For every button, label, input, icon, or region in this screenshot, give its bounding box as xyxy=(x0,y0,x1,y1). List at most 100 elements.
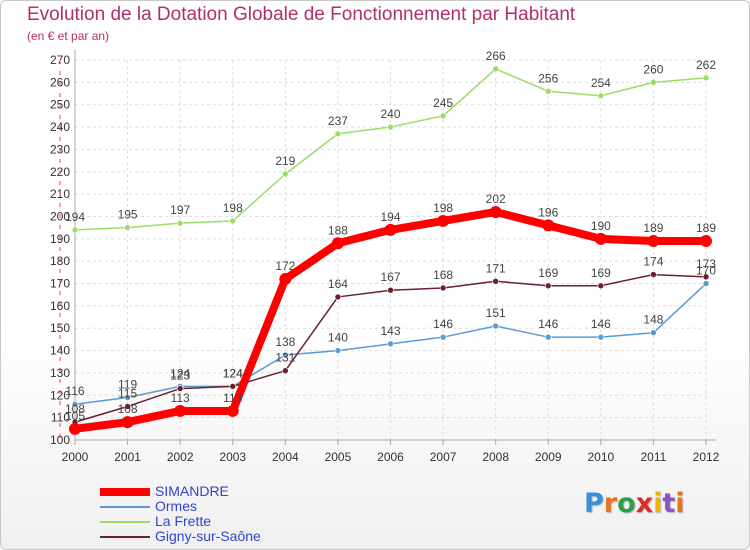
data-point-ormes xyxy=(124,394,131,401)
y-tick-label: 110 xyxy=(51,411,70,425)
legend-item-simandre: SIMANDRE xyxy=(100,483,360,499)
data-point-simandre xyxy=(174,404,187,417)
data-label-gigny-sur-sa-ne: 169 xyxy=(538,266,558,280)
data-label-ormes: 146 xyxy=(538,317,558,331)
data-point-la-frette xyxy=(439,112,447,120)
data-point-gigny-sur-sa-ne xyxy=(334,293,342,301)
data-label-simandre: 113 xyxy=(223,391,242,405)
data-label-ormes: 124 xyxy=(170,366,190,380)
data-label-gigny-sur-sa-ne: 123 xyxy=(170,369,190,383)
data-label-simandre: 198 xyxy=(433,201,453,215)
data-labels: 194 195 197 198 219 237 240 245 266 256 254 260 262 1… xyxy=(65,49,716,423)
data-point-la-frette xyxy=(229,217,237,225)
data-label-la-frette: 237 xyxy=(328,114,348,128)
data-point-la-frette xyxy=(176,219,184,227)
logo-letter: i xyxy=(653,488,663,519)
data-label-la-frette: 195 xyxy=(118,208,138,222)
legend: SIMANDRE Ormes La Frette Gigny-sur-Saône xyxy=(100,483,360,544)
data-point-ormes xyxy=(597,333,605,341)
x-tick-label: 2000 xyxy=(62,450,89,464)
data-label-gigny-sur-sa-ne: 131 xyxy=(275,351,295,365)
data-point-simandre xyxy=(647,235,660,248)
legend-label-simandre: SIMANDRE xyxy=(155,483,229,499)
legend-swatch-gigny-sur-saone xyxy=(100,536,150,538)
data-label-ormes: 124 xyxy=(223,366,243,380)
data-label-gigny-sur-sa-ne: 167 xyxy=(380,270,400,284)
data-point-gigny-sur-sa-ne xyxy=(650,271,657,278)
data-point-simandre xyxy=(489,206,502,218)
data-point-simandre xyxy=(279,273,292,286)
data-point-la-frette xyxy=(282,170,289,178)
data-point-gigny-sur-sa-ne xyxy=(387,286,394,294)
data-label-simandre: 196 xyxy=(538,205,558,219)
legend-swatch-la-frette xyxy=(100,521,150,523)
data-label-gigny-sur-sa-ne: 171 xyxy=(486,261,506,275)
legend-label-gigny-sur-saone: Gigny-sur-Saône xyxy=(155,528,261,544)
data-label-simandre: 189 xyxy=(696,221,716,235)
y-tick-label: 140 xyxy=(50,344,70,358)
data-point-simandre xyxy=(594,232,607,245)
data-label-la-frette: 219 xyxy=(275,154,295,168)
line-chart: 1001101201301401501601701801902002102202… xyxy=(50,49,720,464)
data-label-ormes: 148 xyxy=(643,313,663,327)
data-point-la-frette xyxy=(650,79,657,86)
data-label-la-frette: 240 xyxy=(380,107,400,121)
data-label-la-frette: 194 xyxy=(65,210,85,224)
y-tick-label: 120 xyxy=(50,388,70,402)
logo-letter: t xyxy=(662,488,676,519)
data-label-gigny-sur-sa-ne: 164 xyxy=(328,277,348,291)
data-point-ormes xyxy=(334,347,342,354)
data-label-la-frette: 245 xyxy=(433,96,453,110)
data-label-ormes: 146 xyxy=(433,317,453,331)
data-label-ormes: 138 xyxy=(275,335,295,349)
legend-swatch-ormes xyxy=(100,506,150,508)
data-point-simandre xyxy=(542,219,555,232)
x-tick-label: 2007 xyxy=(430,450,457,464)
x-tick-label: 2005 xyxy=(325,450,352,464)
x-tick-label: 2003 xyxy=(219,450,246,464)
x-tick-label: 2011 xyxy=(641,450,667,464)
data-label-gigny-sur-sa-ne: 174 xyxy=(643,255,663,269)
data-label-la-frette: 198 xyxy=(223,201,243,215)
x-tick-label: 2010 xyxy=(587,450,614,464)
legend-item-gigny-sur-saone: Gigny-sur-Saône xyxy=(100,528,360,544)
data-label-la-frette: 254 xyxy=(591,76,611,90)
x-tick-label: 2008 xyxy=(482,450,509,464)
data-point-ormes xyxy=(387,340,394,348)
chart-title: Evolution de la Dotation Globale de Fonc… xyxy=(27,4,576,25)
data-label-simandre: 202 xyxy=(486,192,506,206)
data-label-la-frette: 260 xyxy=(643,62,663,76)
data-label-la-frette: 197 xyxy=(170,203,190,217)
data-point-gigny-sur-sa-ne xyxy=(544,282,552,290)
data-label-la-frette: 256 xyxy=(538,71,558,85)
data-label-simandre: 105 xyxy=(65,409,85,423)
legend-label-ormes: Ormes xyxy=(155,498,197,514)
data-point-la-frette xyxy=(124,224,131,231)
data-point-gigny-sur-sa-ne xyxy=(176,385,184,392)
data-label-simandre: 113 xyxy=(171,391,190,405)
legend-item-la-frette: La Frette xyxy=(100,513,360,529)
data-point-ormes xyxy=(439,333,447,341)
data-point-la-frette xyxy=(492,65,499,73)
data-label-ormes: 119 xyxy=(118,378,137,392)
logo-letter: o xyxy=(617,488,636,519)
data-point-gigny-sur-sa-ne xyxy=(124,403,131,410)
data-label-ormes: 151 xyxy=(486,306,506,320)
data-label-simandre: 194 xyxy=(380,210,400,224)
data-point-la-frette xyxy=(334,130,342,138)
data-label-simandre: 190 xyxy=(591,219,611,233)
data-point-la-frette xyxy=(597,92,605,100)
data-label-simandre: 189 xyxy=(643,221,663,235)
x-tick-label: 2006 xyxy=(377,450,404,464)
data-label-ormes: 170 xyxy=(696,264,716,278)
data-label-simandre: 188 xyxy=(328,223,348,237)
data-point-simandre xyxy=(331,237,344,250)
chart-subtitle: (en € et par an) xyxy=(27,29,110,43)
data-point-la-frette xyxy=(544,87,552,95)
y-tick-label: 150 xyxy=(50,321,70,335)
data-point-ormes xyxy=(492,322,499,330)
data-point-gigny-sur-sa-ne xyxy=(702,273,710,281)
data-label-ormes: 143 xyxy=(380,324,400,338)
y-tick-label: 100 xyxy=(50,433,70,447)
data-point-gigny-sur-sa-ne xyxy=(229,383,237,390)
